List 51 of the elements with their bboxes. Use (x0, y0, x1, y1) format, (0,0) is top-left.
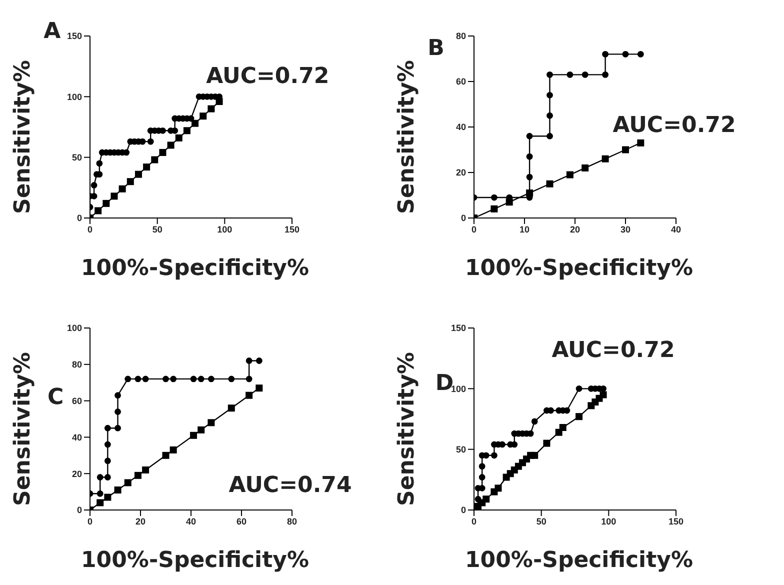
y-tick-label: 60 (72, 396, 82, 406)
x-tick-label: 150 (284, 224, 300, 234)
y-tick-label: 150 (66, 31, 82, 42)
x-tick-label: 40 (670, 224, 682, 234)
x-tick-label: 20 (570, 224, 580, 234)
y-tick-label: 0 (76, 213, 82, 224)
x-tick-label: 0 (87, 516, 93, 526)
x-tick-label: 60 (236, 516, 247, 526)
text: C (48, 384, 64, 410)
y-axis-title: Sensitivity% (10, 352, 36, 506)
x-tick-label: 20 (135, 516, 146, 526)
x-tick-label: 100 (601, 516, 616, 526)
y-tick-label: 0 (76, 505, 82, 516)
y-tick-label: 20 (456, 168, 466, 178)
x-tick-label: 100 (217, 224, 232, 234)
chart-title: A (44, 19, 61, 44)
x-tick-label: 30 (620, 224, 631, 234)
x-tick-label: 50 (152, 224, 162, 234)
x-axis-title: 100%-Specificity% (465, 256, 693, 281)
x-tick-label: 0 (471, 224, 477, 234)
annotation: AUC=0.74 (228, 473, 352, 498)
y-axis-title: Sensitivity% (10, 60, 36, 214)
y-tick-label: 50 (456, 444, 466, 455)
y-tick-label: 40 (456, 122, 466, 132)
y-tick-label: 0 (460, 213, 466, 224)
annotation: AUC=0.72 (206, 64, 330, 90)
x-tick-label: 0 (471, 516, 477, 526)
x-axis-title: 100%-Specificity% (81, 548, 309, 573)
x-tick-label: 10 (519, 224, 530, 234)
y-tick-label: 20 (72, 468, 82, 479)
annotation: AUC=0.72 (552, 338, 675, 364)
x-tick-label: 80 (286, 516, 298, 526)
x-axis-title: 100%-Specificity% (81, 256, 309, 281)
y-axis-title: Sensitivity% (394, 60, 420, 214)
x-tick-label: 50 (536, 516, 546, 526)
y-tick-label: 50 (72, 152, 82, 163)
annotation: AUC=0.72 (612, 112, 736, 138)
x-tick-label: 0 (87, 224, 93, 234)
y-tick-label: 60 (456, 76, 466, 87)
y-tick-label: 0 (460, 505, 466, 516)
y-tick-label: 100 (66, 323, 82, 334)
x-axis-title: 100%-Specificity% (465, 548, 693, 573)
y-tick-label: 100 (66, 92, 82, 102)
y-tick-label: 80 (456, 31, 466, 42)
x-tick-label: 40 (186, 516, 196, 526)
y-axis-title: Sensitivity% (394, 352, 420, 506)
x-tick-label: 150 (668, 516, 684, 526)
y-tick-label: 150 (450, 323, 466, 334)
chart-title: B (428, 36, 444, 62)
y-tick-label: 80 (72, 360, 82, 370)
y-tick-label: 40 (72, 432, 82, 442)
